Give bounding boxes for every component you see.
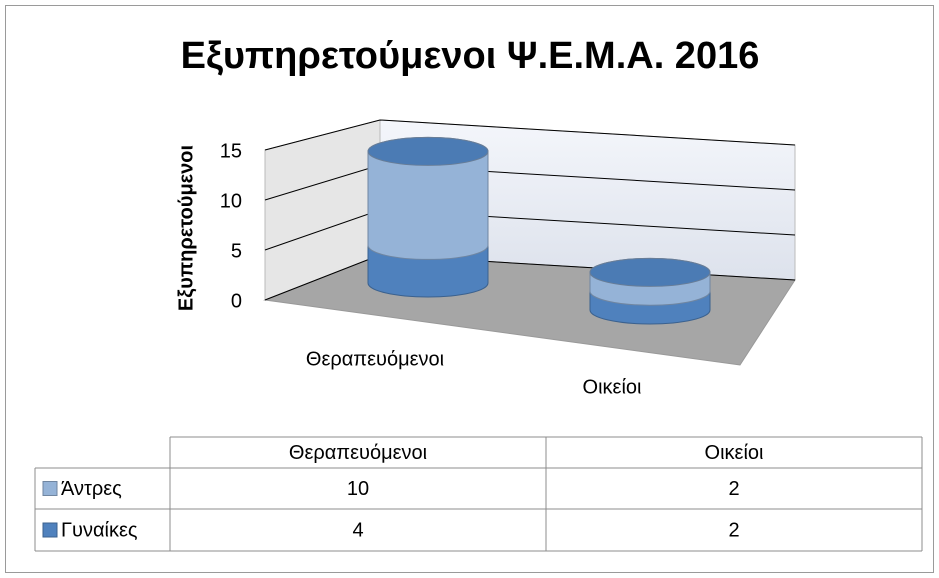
- y-axis-label: Εξυπηρετούμενοι: [175, 145, 197, 311]
- legend-swatch: [42, 522, 58, 538]
- table-value: 4: [352, 519, 363, 541]
- table-value: 10: [347, 478, 369, 500]
- table-value: 2: [728, 519, 739, 541]
- table-value: 2: [728, 478, 739, 500]
- chart-title: Εξυπηρετούμενοι Ψ.Ε.Μ.Α. 2016: [181, 35, 760, 77]
- y-tick-label: 0: [231, 290, 242, 312]
- cylinder-top: [367, 136, 489, 166]
- y-tick-label: 15: [220, 140, 242, 162]
- x-tick-label: Θεραπευόμενοι: [306, 348, 444, 370]
- grid-line: [264, 119, 796, 151]
- y-tick-label: 5: [231, 240, 242, 262]
- cylinder-top: [589, 257, 711, 287]
- y-tick-label: 10: [220, 190, 242, 212]
- x-tick-label: Οικείοι: [583, 376, 642, 398]
- legend-swatch: [42, 481, 58, 496]
- table-header: Θεραπευόμενοι: [289, 442, 427, 464]
- legend-label: Γυναίκες: [61, 519, 138, 541]
- legend-label: Άντρες: [61, 478, 122, 500]
- table-header: Οικείοι: [705, 442, 764, 464]
